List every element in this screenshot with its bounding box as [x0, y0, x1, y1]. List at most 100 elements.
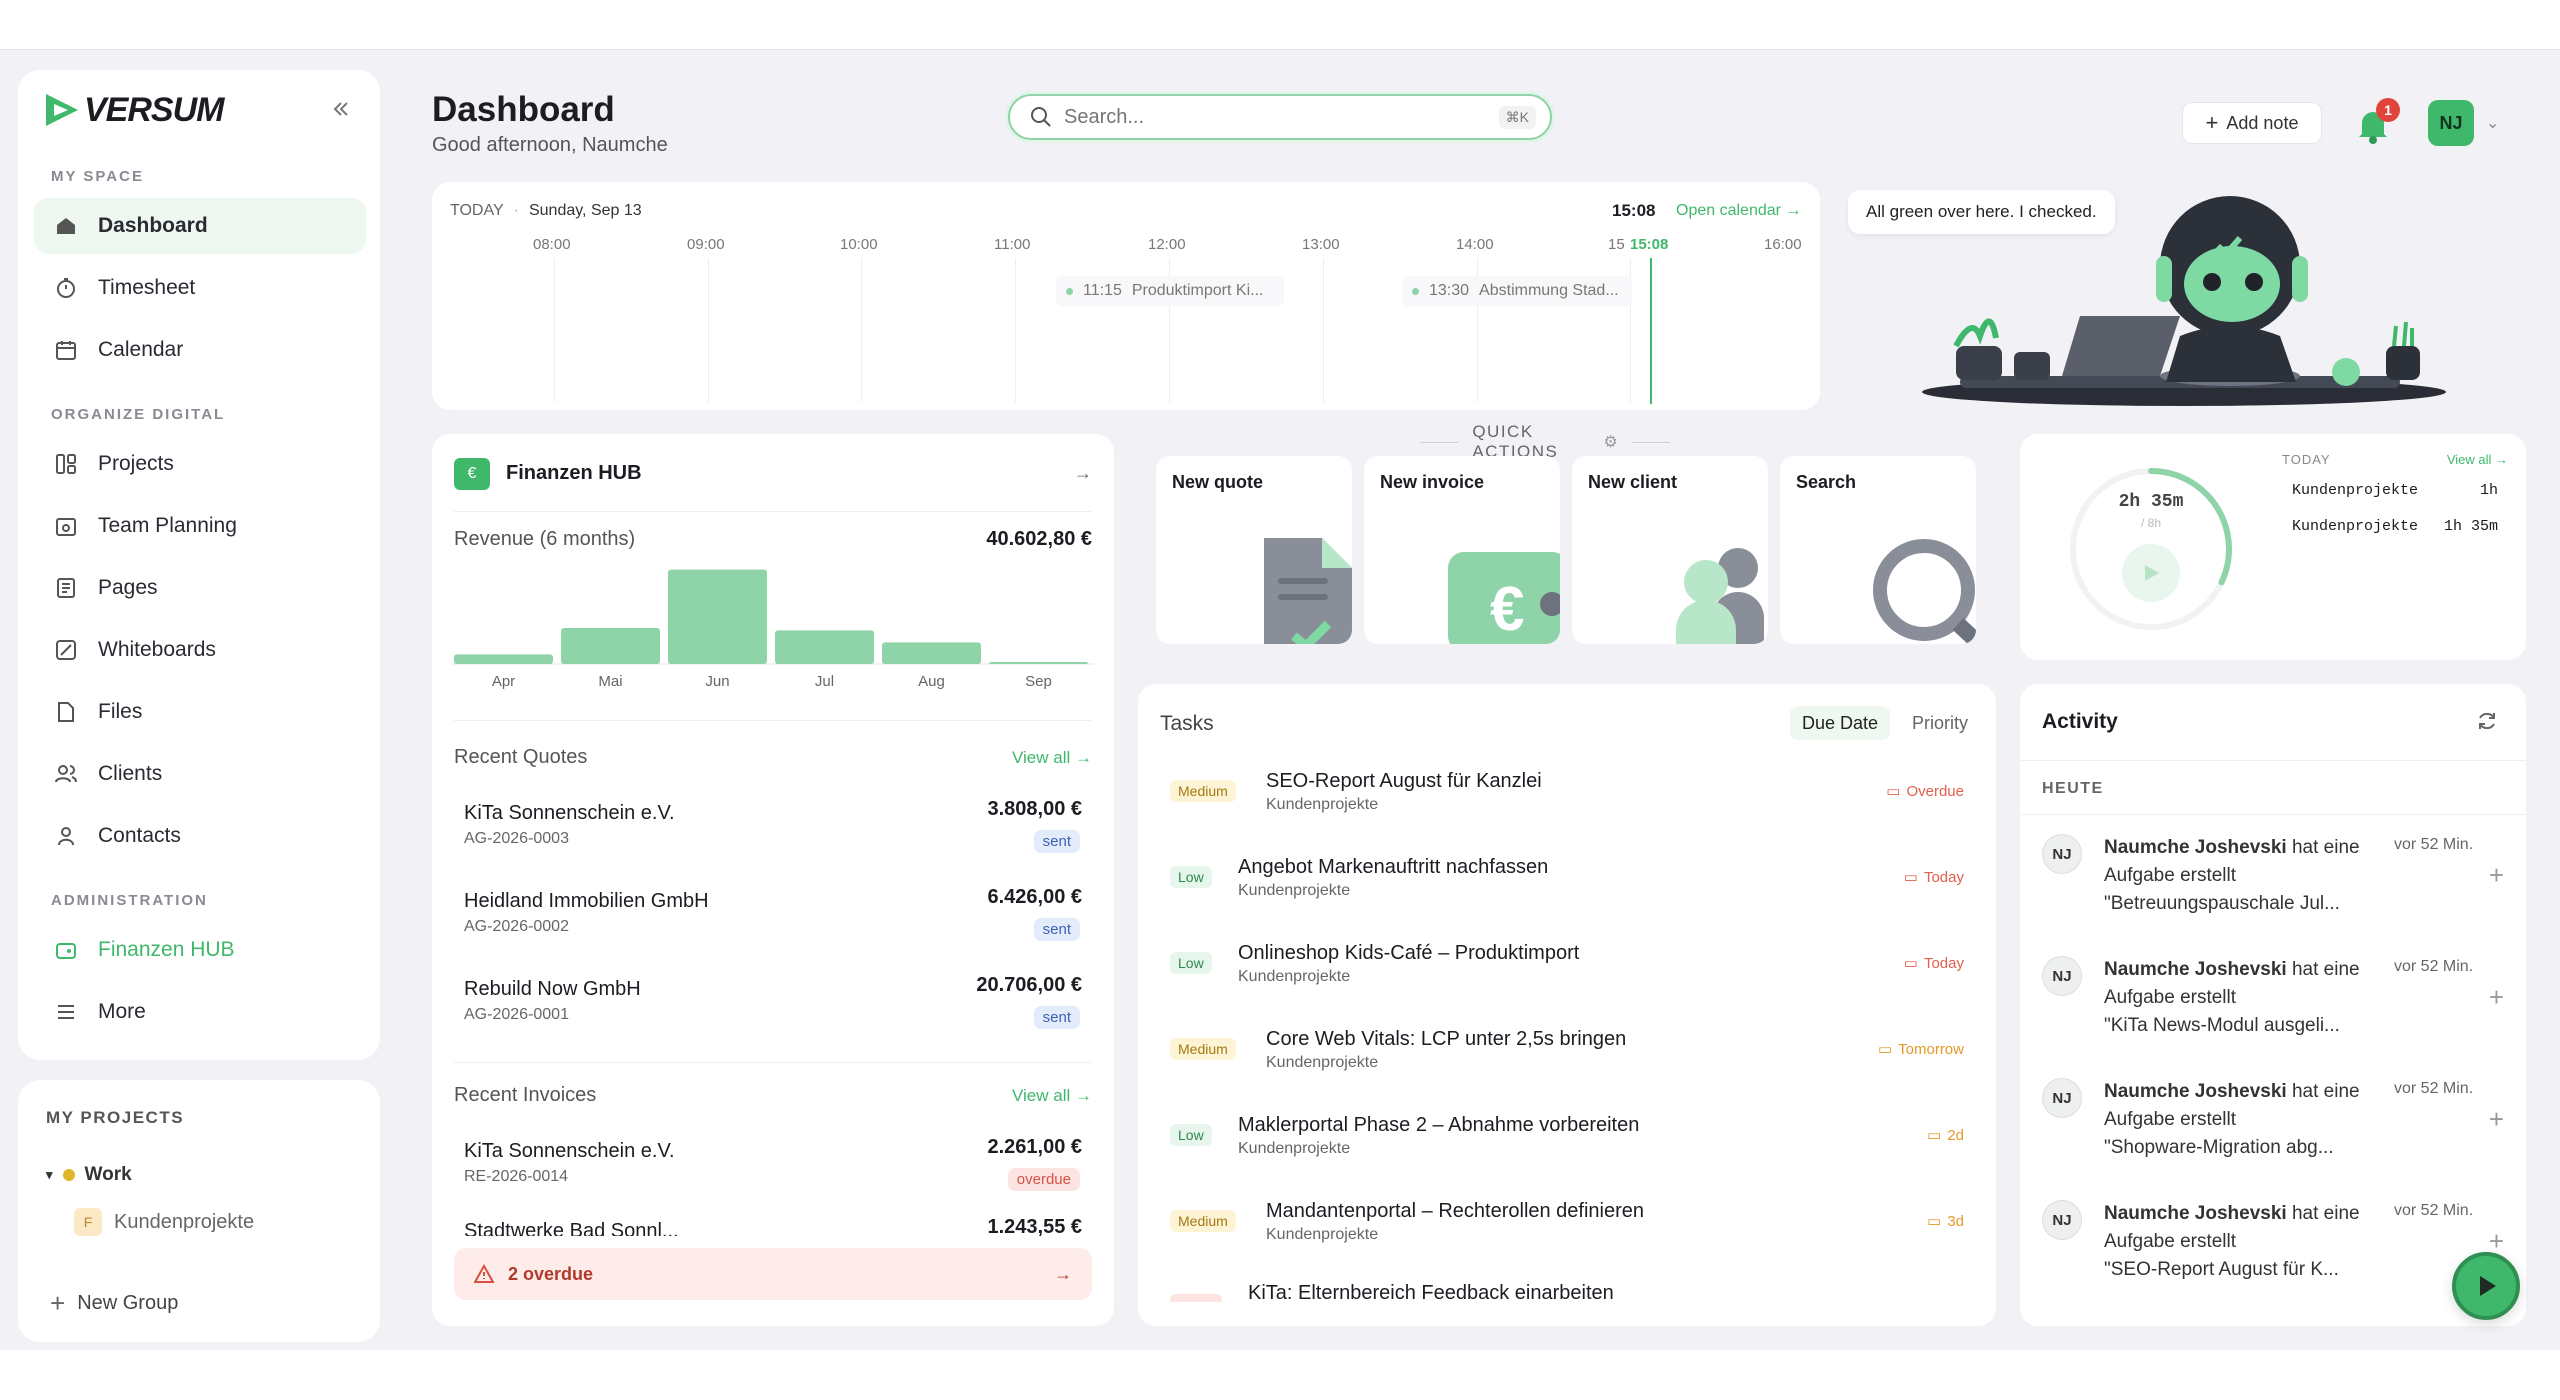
activity-action: hat eine Aufgabe erstellt [2104, 837, 2360, 886]
plus-icon[interactable]: + [2488, 1226, 2504, 1256]
task-row[interactable]: Low Maklerportal Phase 2 – Abnahme vorbe… [1158, 1110, 1976, 1182]
sidebar-item-whiteboards[interactable]: Whiteboards [34, 622, 366, 678]
sidebar-item-files[interactable]: Files [34, 684, 366, 740]
play-icon [2145, 565, 2159, 581]
x-tick-label: Aug [918, 673, 945, 690]
task-title: Angebot Markenauftritt nachfassen [1238, 856, 1549, 878]
sidebar-item-projects[interactable]: Projects [34, 436, 366, 492]
task-row-partial[interactable]: KiTa: Elternbereich Feedback einarbeiten [1158, 1282, 1976, 1302]
task-title: KiTa: Elternbereich Feedback einarbeiten [1248, 1282, 1614, 1302]
plus-icon[interactable]: + [2488, 860, 2504, 890]
timeline-now-label: 15:08 [1630, 236, 1669, 253]
sidebar-item-contacts[interactable]: Contacts [34, 808, 366, 864]
activity-item[interactable]: NJ Naumche Joshevski hat eine Aufgabe er… [2042, 942, 2504, 1060]
timer-entry[interactable]: Kundenprojekte 1h [2292, 482, 2498, 499]
gridline [1323, 258, 1324, 402]
user-menu[interactable]: NJ ⌄ [2428, 100, 2499, 146]
revenue-bar-jul[interactable] [775, 630, 874, 664]
avatar: NJ [2042, 834, 2082, 874]
search-input[interactable] [1064, 105, 1464, 129]
task-row[interactable]: Medium Core Web Vitals: LCP unter 2,5s b… [1158, 1024, 1976, 1096]
tab-priority[interactable]: Priority [1912, 712, 1969, 733]
sidebar-item-more[interactable]: More [34, 984, 366, 1040]
x-tick-label: Jun [705, 673, 729, 690]
sidebar-item-timesheet[interactable]: Timesheet [34, 260, 366, 316]
sidebar-item-pages[interactable]: Pages [34, 560, 366, 616]
quick-action-new-invoice[interactable]: New invoice € [1364, 456, 1560, 644]
timer-view-all[interactable]: View all → [2446, 452, 2508, 467]
tab-due-date[interactable]: Due Date [1790, 706, 1891, 740]
search-box[interactable]: ⌘K [1008, 94, 1552, 140]
quick-action-new-client[interactable]: New client [1572, 456, 1768, 644]
quick-action-search[interactable]: Search [1780, 456, 1976, 644]
quote-row[interactable]: Rebuild Now GmbH AG-2026-0001 20.706,00 … [454, 972, 1092, 1056]
invoice-row-partial[interactable]: Stadtwerke Bad Sonnl... 1.243,55 € [454, 1214, 1092, 1236]
add-note-button[interactable]: + Add note [2182, 102, 2322, 144]
sidebar-item-label: Team Planning [98, 514, 237, 537]
revenue-bar-jun[interactable] [668, 569, 767, 664]
notifications-button[interactable]: 1 [2350, 98, 2400, 148]
project-item-kundenprojekte[interactable]: F Kundenprojekte [74, 1208, 254, 1236]
sidebar-item-dashboard[interactable]: Dashboard [34, 198, 366, 254]
timeline-event[interactable]: 13:30 Abstimmung Stad... [1402, 276, 1632, 306]
plus-icon[interactable]: + [2488, 982, 2504, 1012]
timeline-hour-5: 13:00 [1302, 236, 1340, 253]
finanzen-hub-header[interactable]: € Finanzen HUB → [454, 454, 1092, 512]
collapse-sidebar-button[interactable] [324, 92, 358, 126]
activity-item[interactable]: NJ Naumche Joshevski hat eine Aufgabe er… [2042, 1186, 2504, 1304]
invoice-client: KiTa Sonnenschein e.V. [464, 1140, 675, 1162]
sidebar-item-team-planning[interactable]: Team Planning [34, 498, 366, 554]
timer-play-button[interactable] [2122, 544, 2180, 602]
app-logo[interactable]: VERSUM [42, 90, 224, 130]
recent-quotes-view-all[interactable]: View all → [1012, 748, 1092, 767]
activity-detail: "SEO-Report August für K... [2104, 1259, 2339, 1280]
task-row[interactable]: Low Angebot Markenauftritt nachfassen Ku… [1158, 852, 1976, 924]
quick-action-label: New quote [1172, 472, 1264, 492]
floating-play-button[interactable] [2452, 1252, 2520, 1320]
task-title: Core Web Vitals: LCP unter 2,5s bringen [1266, 1028, 1627, 1050]
revenue-bar-sep[interactable] [989, 662, 1088, 664]
task-row[interactable]: Low Onlineshop Kids-Café – Produktimport… [1158, 938, 1976, 1010]
recent-invoices-view-all[interactable]: View all → [1012, 1086, 1092, 1105]
sidebar-item-label: Timesheet [98, 276, 196, 299]
open-calendar-link[interactable]: Open calendar → [1676, 202, 1802, 219]
quote-row[interactable]: Heidland Immobilien GmbH AG-2026-0002 6.… [454, 884, 1092, 968]
timer-entry[interactable]: Kundenprojekte 1h 35m [2292, 518, 2498, 535]
task-row[interactable]: Medium Mandantenportal – Rechterollen de… [1158, 1196, 1976, 1268]
finanzen-hub-card: € Finanzen HUB → Revenue (6 months) 40.6… [432, 434, 1114, 1326]
calendar-icon: ▭ [1927, 1213, 1942, 1230]
activity-item[interactable]: NJ Naumche Joshevski hat eine Aufgabe er… [2042, 1064, 2504, 1182]
activity-item[interactable]: NJ Naumche Joshevski hat eine Aufgabe er… [2042, 820, 2504, 938]
sidebar-item-finanzen-hub[interactable]: Finanzen HUB [34, 922, 366, 978]
revenue-bar-aug[interactable] [882, 642, 981, 664]
plus-icon[interactable]: + [2488, 1104, 2504, 1134]
invoice-number: RE-2026-0014 [464, 1168, 569, 1185]
arrow-right-icon: → [1074, 463, 1092, 483]
activity-detail: "KiTa News-Modul ausgeli... [2104, 1015, 2340, 1036]
gear-icon[interactable]: ⚙ [1603, 434, 1618, 451]
refresh-button[interactable] [2476, 710, 2502, 736]
task-row[interactable]: Medium SEO-Report August für Kanzlei Kun… [1158, 766, 1976, 838]
project-group-work[interactable]: ▾ Work [46, 1164, 132, 1186]
calendar-icon [52, 336, 80, 364]
quick-action-new-quote[interactable]: New quote [1156, 456, 1352, 644]
quote-row[interactable]: KiTa Sonnenschein e.V. AG-2026-0003 3.80… [454, 796, 1092, 880]
revenue-bar-mai[interactable] [561, 628, 660, 664]
calendar-icon: ▭ [1903, 869, 1918, 886]
new-group-button[interactable]: + New Group [50, 1288, 178, 1319]
revenue-bar-apr[interactable] [454, 654, 553, 664]
sidebar-item-clients[interactable]: Clients [34, 746, 366, 802]
priority-badge: Medium [1170, 1038, 1236, 1060]
revenue-label: Revenue (6 months) [454, 528, 636, 550]
overdue-banner[interactable]: 2 overdue → [454, 1248, 1092, 1300]
window-bottom-bar [0, 1350, 2560, 1400]
arrow-right-icon: → [1054, 1263, 1072, 1284]
sidebar-item-calendar[interactable]: Calendar [34, 322, 366, 378]
sidebar-item-label: Calendar [98, 338, 184, 361]
task-title: SEO-Report August für Kanzlei [1266, 770, 1542, 792]
timeline-event[interactable]: 11:15 Produktimport Ki... [1056, 276, 1284, 306]
invoice-row[interactable]: KiTa Sonnenschein e.V. RE-2026-0014 2.26… [454, 1134, 1092, 1218]
sidebar-item-label: Whiteboards [98, 638, 216, 661]
task-due: ▭ Today [1904, 954, 1964, 973]
plus-icon: + [2205, 110, 2219, 135]
